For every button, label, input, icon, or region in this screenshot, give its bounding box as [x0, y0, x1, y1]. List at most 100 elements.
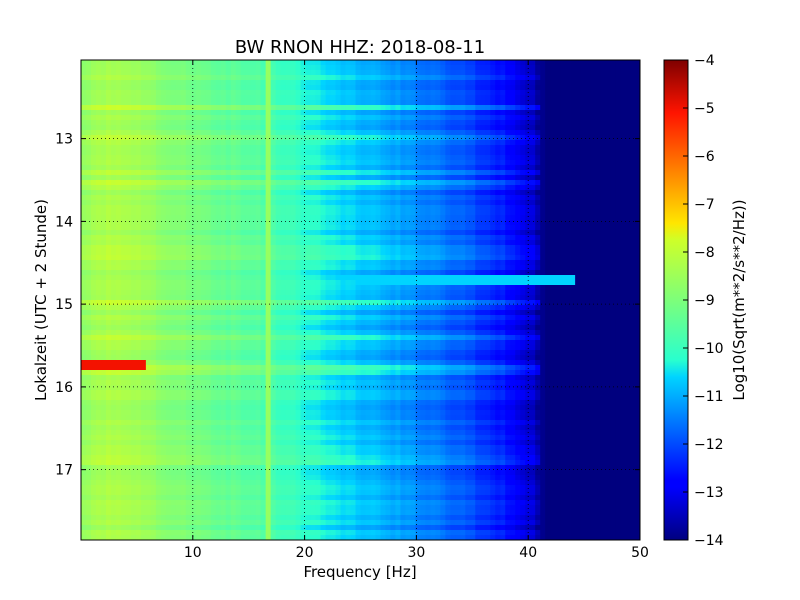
heatmap-cell — [330, 245, 337, 251]
heatmap-cell — [410, 105, 416, 111]
heatmap-cell — [295, 70, 302, 76]
heatmap-cell — [310, 100, 317, 106]
heatmap-cell — [400, 215, 407, 221]
heatmap-cell — [85, 225, 92, 231]
heatmap-cell — [225, 205, 232, 211]
heatmap-cell — [285, 215, 292, 221]
heatmap-cell — [350, 230, 357, 236]
heatmap-cell — [120, 130, 127, 136]
heatmap-cell — [410, 220, 416, 226]
heatmap-cell — [470, 125, 476, 131]
heatmap-cell — [365, 190, 372, 196]
heatmap-cell — [275, 175, 282, 181]
heatmap-cell — [470, 160, 476, 166]
heatmap-cell — [520, 235, 526, 241]
heatmap-cell — [145, 130, 152, 136]
heatmap-cell — [400, 130, 407, 136]
heatmap-cell — [355, 90, 362, 96]
heatmap-cell — [375, 280, 382, 286]
heatmap-cell — [600, 190, 606, 196]
heatmap-cell — [350, 75, 357, 81]
heatmap-cell — [435, 220, 441, 226]
heatmap-cell — [350, 85, 357, 91]
heatmap-cell — [395, 200, 402, 206]
heatmap-cell — [580, 100, 586, 106]
heatmap-cell — [215, 85, 222, 91]
heatmap-cell — [365, 90, 372, 96]
heatmap-cell — [550, 275, 556, 281]
heatmap-cell — [615, 110, 621, 116]
heatmap-cell — [220, 150, 227, 156]
heatmap-cell — [355, 115, 362, 121]
heatmap-cell — [375, 210, 382, 216]
heatmap-cell — [295, 275, 302, 281]
heatmap-cell — [360, 175, 367, 181]
heatmap-cell — [465, 260, 471, 266]
heatmap-cell — [630, 265, 636, 271]
heatmap-cell — [310, 210, 317, 216]
heatmap-cell — [175, 150, 182, 156]
heatmap-cell — [440, 155, 446, 161]
heatmap-cell — [615, 225, 621, 231]
heatmap-cell — [375, 170, 382, 176]
heatmap-cell — [500, 265, 506, 271]
heatmap-cell — [385, 235, 392, 241]
heatmap-cell — [510, 240, 516, 246]
heatmap-cell — [220, 65, 227, 71]
heatmap-cell — [325, 105, 332, 111]
heatmap-cell — [390, 280, 397, 286]
heatmap-cell — [210, 180, 217, 186]
heatmap-cell — [545, 195, 551, 201]
heatmap-cell — [110, 120, 117, 126]
heatmap-cell — [560, 200, 566, 206]
heatmap-cell — [275, 270, 282, 276]
heatmap-cell — [635, 75, 640, 81]
heatmap-cell — [425, 220, 431, 226]
heatmap-cell — [405, 165, 412, 171]
heatmap-cell — [520, 250, 526, 256]
heatmap-cell — [525, 160, 531, 166]
heatmap-cell — [565, 180, 571, 186]
heatmap-cell — [460, 205, 466, 211]
heatmap-cell — [405, 125, 412, 131]
heatmap-cell — [635, 80, 640, 86]
heatmap-cell — [535, 105, 541, 111]
heatmap-cell — [315, 180, 322, 186]
heatmap-cell — [205, 255, 212, 261]
heatmap-cell — [430, 220, 436, 226]
heatmap-cell — [535, 170, 541, 176]
heatmap-cell — [415, 255, 421, 261]
heatmap-cell — [520, 60, 526, 66]
heatmap-cell — [150, 225, 157, 231]
heatmap-cell — [245, 245, 252, 251]
heatmap-cell — [320, 145, 327, 151]
heatmap-cell — [420, 215, 426, 221]
heatmap-cell — [480, 115, 486, 121]
heatmap-cell — [515, 165, 521, 171]
heatmap-cell — [320, 185, 327, 191]
heatmap-cell — [240, 185, 247, 191]
heatmap-cell — [115, 135, 122, 141]
heatmap-cell — [125, 110, 132, 116]
heatmap-cell — [245, 240, 252, 246]
heatmap-cell — [95, 190, 102, 196]
heatmap-cell — [280, 205, 287, 211]
heatmap-cell — [81, 100, 87, 106]
heatmap-cell — [465, 125, 471, 131]
heatmap-cell — [305, 260, 312, 266]
heatmap-cell — [320, 115, 327, 121]
heatmap-cell — [260, 155, 267, 161]
heatmap-cell — [115, 150, 122, 156]
heatmap-cell — [280, 230, 287, 236]
heatmap-cell — [95, 180, 102, 186]
heatmap-cell — [435, 205, 441, 211]
heatmap-cell — [465, 180, 471, 186]
heatmap-cell — [395, 180, 402, 186]
heatmap-cell — [330, 175, 337, 181]
heatmap-cell — [135, 155, 142, 161]
heatmap-cell — [90, 225, 97, 231]
heatmap-cell — [250, 70, 257, 76]
heatmap-cell — [595, 105, 601, 111]
heatmap-cell — [210, 160, 217, 166]
heatmap-cell — [410, 75, 416, 81]
